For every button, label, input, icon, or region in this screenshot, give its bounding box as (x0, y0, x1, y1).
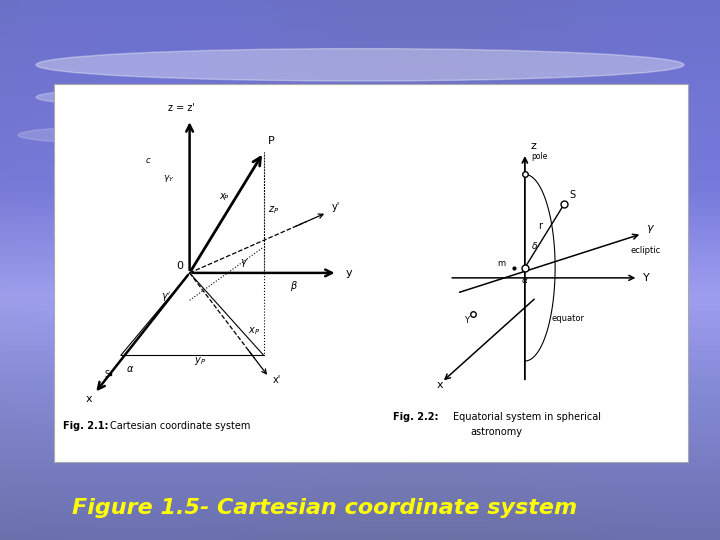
Text: pole: pole (531, 152, 548, 161)
Ellipse shape (252, 144, 540, 158)
Text: $x_P$: $x_P$ (248, 325, 260, 337)
Text: $\mathit{c}$: $\mathit{c}$ (145, 156, 151, 165)
Text: $\gamma'$: $\gamma'$ (161, 291, 171, 305)
Text: Fig. 2.1:: Fig. 2.1: (63, 421, 109, 431)
Text: $\alpha$: $\alpha$ (126, 363, 135, 374)
Text: Cartesian coordinate system: Cartesian coordinate system (110, 421, 251, 431)
Ellipse shape (36, 49, 684, 81)
Text: $\gamma$: $\gamma$ (240, 256, 248, 269)
Text: z = z': z = z' (168, 103, 195, 113)
Text: astronomy: astronomy (470, 427, 523, 437)
Text: Figure 1.5- Cartesian coordinate system: Figure 1.5- Cartesian coordinate system (72, 497, 577, 518)
Text: equator: equator (552, 314, 585, 323)
Text: $\gamma$: $\gamma$ (646, 223, 655, 235)
Ellipse shape (342, 111, 594, 127)
Text: y': y' (332, 202, 341, 212)
Text: $\beta$: $\beta$ (290, 279, 298, 293)
Text: S: S (104, 370, 109, 379)
Text: $\delta$: $\delta$ (531, 240, 538, 251)
Text: Y: Y (464, 316, 469, 325)
Text: $x_{\!P}$: $x_{\!P}$ (219, 191, 230, 202)
Text: m: m (497, 259, 505, 268)
Text: x: x (86, 394, 93, 404)
Text: z: z (530, 141, 536, 151)
Text: x: x (436, 380, 443, 390)
Text: r: r (539, 221, 542, 232)
Text: $z_P$: $z_P$ (268, 205, 279, 217)
Text: $\gamma_Y$: $\gamma_Y$ (163, 173, 175, 184)
Text: $y_P$: $y_P$ (194, 355, 206, 367)
Ellipse shape (18, 127, 198, 143)
Text: y: y (346, 268, 352, 278)
Text: 0: 0 (176, 260, 184, 271)
Text: x': x' (273, 375, 282, 384)
Text: S: S (570, 190, 575, 200)
Bar (54, 84, 688, 462)
Text: P: P (268, 136, 274, 146)
Text: Fig. 2.2:: Fig. 2.2: (392, 413, 438, 422)
Text: $\alpha$: $\alpha$ (521, 276, 529, 285)
Text: Equatorial system in spherical: Equatorial system in spherical (453, 413, 601, 422)
Ellipse shape (36, 86, 396, 108)
Text: ecliptic: ecliptic (631, 246, 661, 255)
Text: Y: Y (643, 273, 649, 283)
